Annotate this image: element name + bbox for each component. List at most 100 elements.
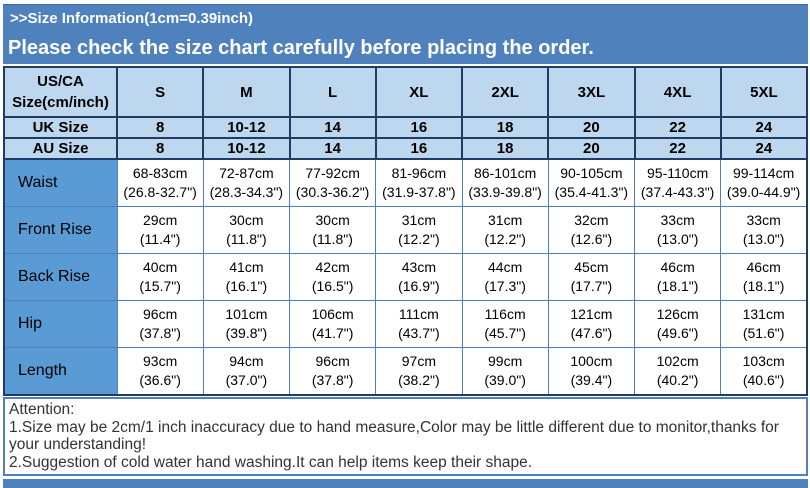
inch-value: (26.8-32.7") [123, 184, 197, 200]
measure-cell: 99cm (39.0") [461, 347, 549, 396]
inch-value: (39.4") [570, 372, 613, 388]
cm-value: 40cm [143, 259, 178, 275]
inch-value: (39.0-44.9") [726, 184, 801, 200]
size-col-header-5xl: 5XL [719, 66, 809, 118]
measure-cell: 29cm (11.4") [116, 206, 204, 254]
cm-value: 33cm [746, 212, 781, 228]
inch-value: (37.0") [225, 372, 268, 388]
cm-value: 99cm [488, 353, 523, 369]
cm-value: 32cm [574, 212, 609, 228]
measure-cell: 30cm (11.8") [202, 206, 291, 254]
measure-cell: 42cm (16.5") [288, 253, 377, 301]
cm-value: 44cm [488, 259, 523, 275]
cm-value: 96cm [315, 353, 350, 369]
cm-value: 94cm [229, 353, 264, 369]
inch-value: (16.5") [311, 278, 354, 294]
cm-value: 29cm [143, 212, 178, 228]
measure-cell: 33cm (13.0") [720, 206, 808, 254]
cm-value: 30cm [229, 212, 264, 228]
size-header-row: US/CA Size(cm/inch) S M L XL 2XL 3XL 4XL… [3, 66, 809, 118]
row-label-front-rise: Front Rise [3, 206, 118, 254]
measure-cell: 43cm (16.9") [375, 253, 463, 301]
measure-cell: 90-105cm (35.4-41.3") [547, 158, 636, 207]
inch-value: (11.4") [139, 231, 181, 247]
au-size-cell: 24 [719, 137, 809, 160]
measure-cell: 96cm (37.8") [288, 347, 377, 396]
inch-value: (13.0") [656, 231, 699, 247]
size-col-header-4xl: 4XL [633, 66, 722, 118]
cm-value: 68-83cm [132, 165, 188, 181]
inch-value: (37.8") [311, 372, 354, 388]
measure-cell: 97cm (38.2") [375, 347, 463, 396]
attention-title: Attention: [9, 401, 75, 418]
cm-value: 30cm [315, 212, 350, 228]
au-size-cell: 22 [633, 137, 722, 160]
inch-value: (12.2") [398, 231, 440, 247]
measure-cell: 46cm (18.1") [633, 253, 722, 301]
uk-size-cell: 24 [719, 116, 809, 139]
corner-header-line2: Size(cm/inch) [12, 94, 109, 111]
measure-cell: 31cm (12.2") [461, 206, 549, 254]
cm-value: 41cm [229, 259, 264, 275]
inch-value: (16.9") [398, 278, 440, 294]
uk-size-cell: 14 [288, 116, 377, 139]
cm-value: 100cm [570, 353, 613, 369]
cm-value: 90-105cm [560, 165, 623, 181]
front-rise-row: Front Rise 29cm (11.4") 30cm (11.8") 30cm (… [3, 206, 808, 254]
uk-size-cell: 20 [547, 116, 636, 139]
measure-cell: 44cm (17.3") [461, 253, 549, 301]
inch-value: (47.6") [570, 325, 613, 341]
size-col-header-s: S [115, 66, 205, 118]
section-title-bar: >>Size Information(1cm=0.39inch) [3, 4, 808, 32]
attention-line-2: 2.Suggestion of cold water hand washing.… [9, 453, 533, 471]
inch-value: (18.1") [656, 278, 699, 294]
measure-cell: 45cm (17.7") [547, 253, 636, 301]
measure-cell: 68-83cm (26.8-32.7") [116, 158, 204, 207]
inch-value: (30.3-36.2") [295, 184, 370, 200]
inch-value: (31.9-37.8") [382, 184, 456, 200]
measure-cell: 106cm (41.7") [288, 300, 377, 348]
cm-value: 99-114cm [733, 165, 795, 181]
measure-cell: 100cm (39.4") [547, 347, 636, 396]
inch-value: (12.2") [484, 231, 526, 247]
measure-cell: 86-101cm (33.9-39.8") [461, 158, 549, 207]
measure-cell: 99-114cm (39.0-44.9") [720, 158, 808, 207]
inch-value: (12.6") [570, 231, 613, 247]
size-col-header-m: M [202, 66, 291, 118]
au-size-cell: 16 [374, 137, 464, 160]
measure-cell: 131cm (51.6") [720, 300, 808, 348]
inch-value: (40.2") [656, 372, 699, 388]
uk-size-cell: 22 [633, 116, 722, 139]
inch-value: (51.6") [742, 325, 785, 341]
measure-cell: 94cm (37.0") [202, 347, 291, 396]
measure-cell: 46cm (18.1") [720, 253, 808, 301]
inch-value: (16.1") [225, 278, 268, 294]
measure-cell: 116cm (45.7") [461, 300, 549, 348]
measure-cell: 102cm (40.2") [633, 347, 722, 396]
size-col-header-3xl: 3XL [547, 66, 636, 118]
cm-value: 111cm [398, 306, 439, 322]
cm-value: 116cm [484, 306, 526, 322]
measure-cell: 72-87cm (28.3-34.3") [202, 158, 291, 207]
cm-value: 42cm [315, 259, 350, 275]
inch-value: (17.7") [570, 278, 613, 294]
au-size-cell: 18 [460, 137, 550, 160]
uk-size-cell: 10-12 [202, 116, 291, 139]
inch-value: (39.8") [225, 325, 268, 341]
inch-value: (18.1") [742, 278, 785, 294]
cm-value: 106cm [311, 306, 354, 322]
inch-value: (33.9-39.8") [468, 184, 542, 200]
hip-row: Hip 96cm (37.8") 101cm (39.8") 106cm (41.7"… [3, 300, 808, 348]
size-chart-table: US/CA Size(cm/inch) S M L XL 2XL 3XL 4XL… [3, 66, 809, 396]
measure-cell: 101cm (39.8") [202, 300, 291, 348]
measure-cell: 41cm (16.1") [202, 253, 291, 301]
measure-cell: 96cm (37.8") [116, 300, 204, 348]
cm-value: 93cm [143, 353, 178, 369]
inch-value: (13.0") [742, 231, 785, 247]
uk-size-row: UK Size 8 10-12 14 16 18 20 22 24 [3, 116, 809, 139]
uk-size-cell: 18 [460, 116, 550, 139]
cm-value: 102cm [656, 353, 699, 369]
measure-cell: 77-92cm (30.3-36.2") [288, 158, 377, 207]
au-size-row: AU Size 8 10-12 14 16 18 20 22 24 [3, 137, 809, 160]
